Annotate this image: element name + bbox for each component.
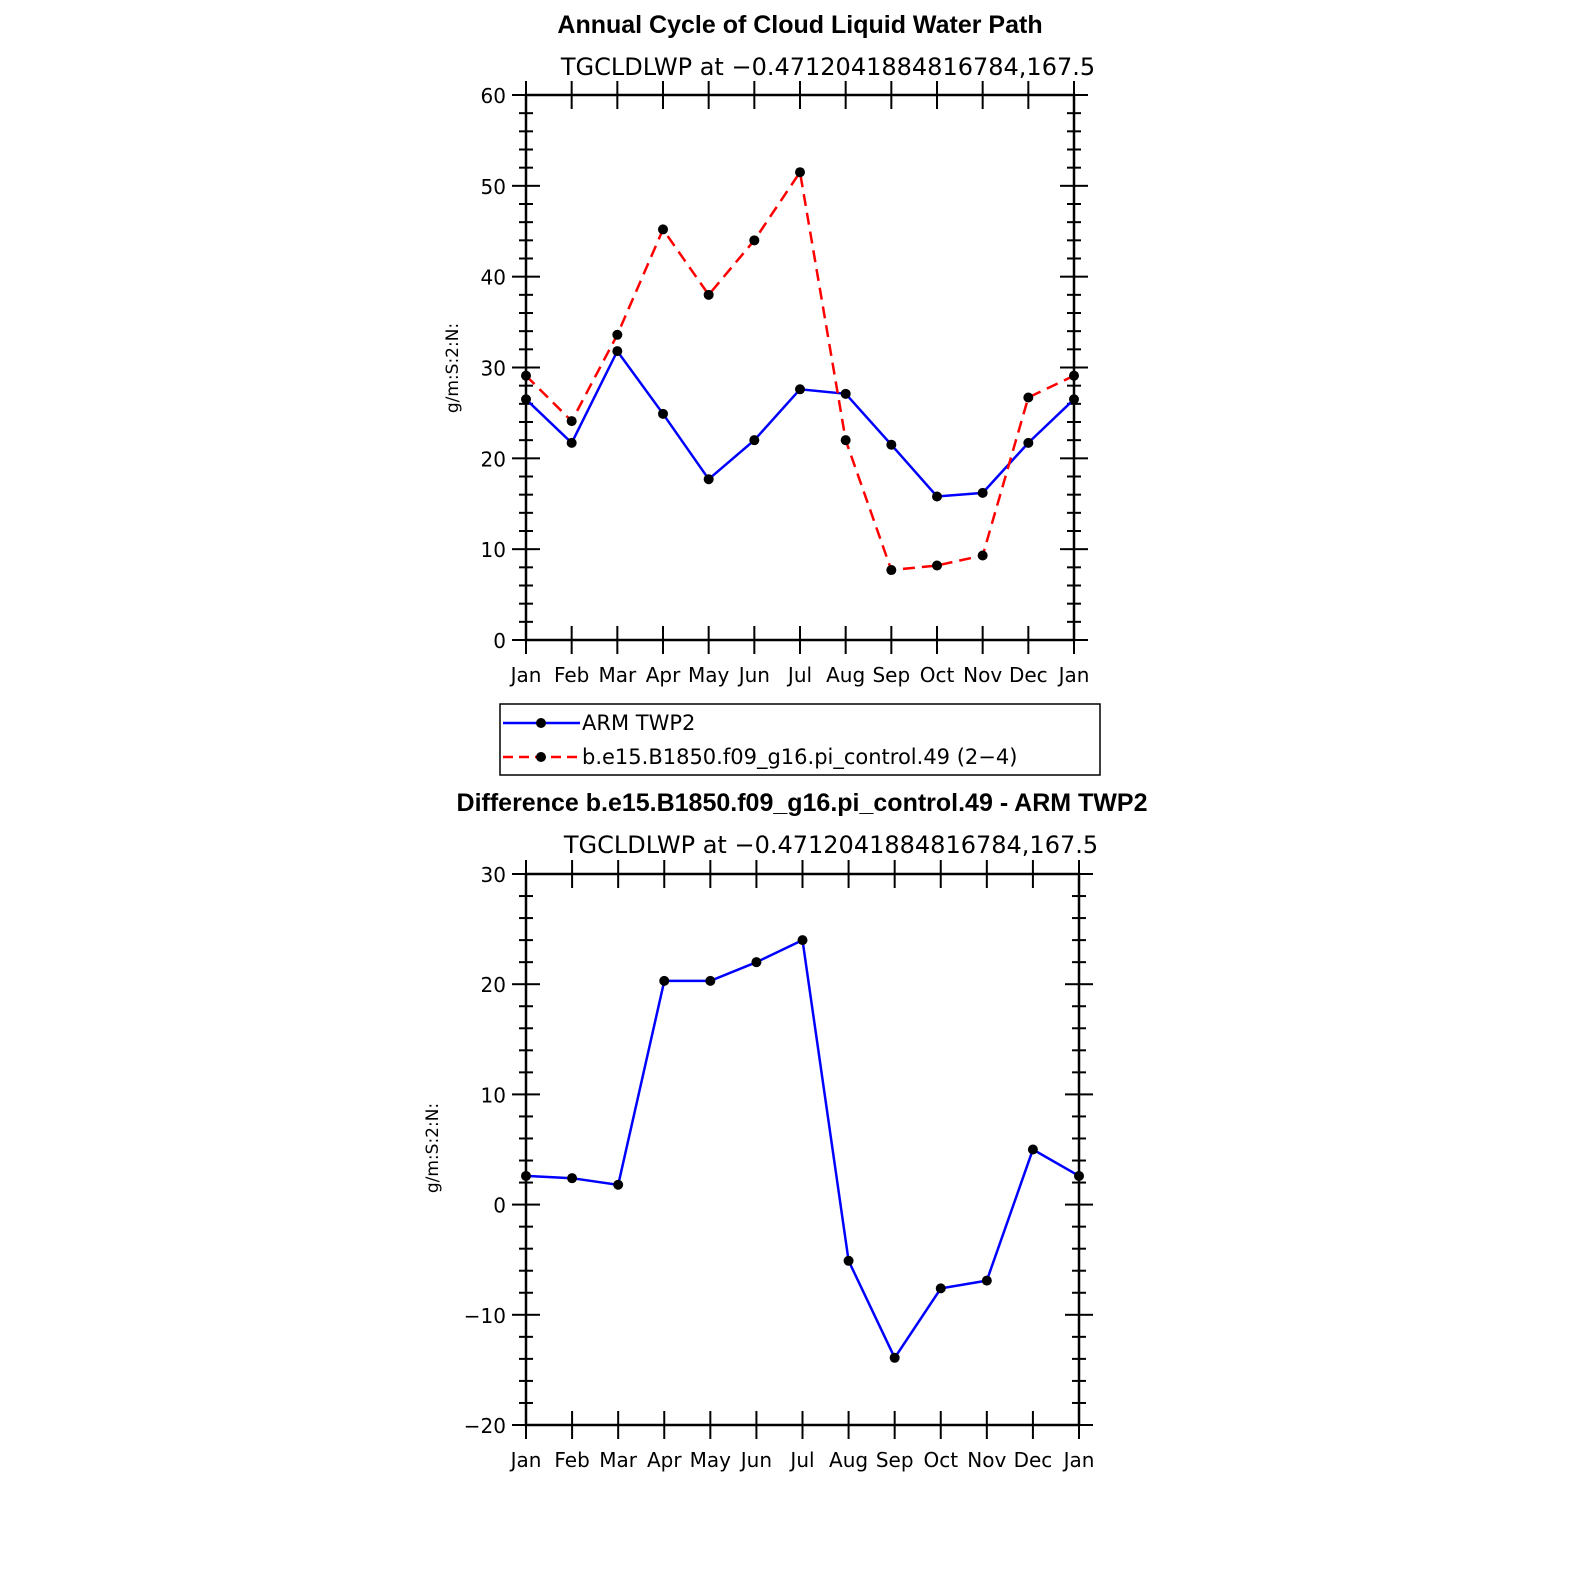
chart1-series-0-point: [977, 487, 988, 498]
chart2-y-axis-label: g/m:S:2:N:: [423, 1103, 443, 1193]
chart2-x-tick-label: Jan: [1062, 1448, 1095, 1472]
chart1-x-tick-label: Sep: [872, 663, 910, 687]
chart2-x-tick-label: Sep: [876, 1448, 914, 1472]
chart1-series-1-point: [658, 224, 668, 235]
chart1-y-tick-label: 0: [493, 629, 506, 653]
chart1-x-tick-label: Jan: [509, 663, 542, 687]
chart1-x-tick-label: Feb: [554, 663, 589, 687]
chart2-series-0-point: [567, 1173, 578, 1184]
legend-label-model: b.e15.B1850.f09_g16.pi_control.49 (2−4): [582, 745, 1017, 770]
chart1-series-1-point: [749, 235, 760, 246]
chart1-series-1-point: [795, 167, 805, 178]
chart1-x-tick-label: Jan: [1057, 663, 1090, 687]
chart2-series-0-point: [889, 1352, 900, 1363]
chart1-series-0-line: [525, 348, 1075, 498]
chart1-y-axis-label: g/m:S:2:N:: [443, 323, 463, 413]
chart1-series-0-point: [840, 388, 851, 399]
chart1-series-1-point: [977, 550, 988, 561]
chart1-series-1-point: [1069, 370, 1079, 381]
chart2-x-tick-label: Jul: [788, 1448, 814, 1472]
chart2-series-0-point: [843, 1255, 854, 1266]
chart1-series-1-point: [932, 560, 942, 571]
chart1-series-0-point: [749, 435, 760, 446]
chart2-x-tick-label: Jan: [509, 1448, 542, 1472]
chart2-x-tick-label: Aug: [829, 1448, 868, 1472]
chart1-series-1-point: [521, 370, 531, 381]
legend-marker-arm: [536, 718, 546, 728]
chart2-series-0-point: [1027, 1144, 1038, 1155]
chart2-series-0-point: [613, 1179, 624, 1190]
chart1-series-0-point: [658, 408, 668, 419]
chart1-y-tick-label: 50: [481, 175, 506, 199]
chart2-series-0-point: [659, 975, 670, 986]
chart2-y-tick-label: 20: [481, 973, 506, 997]
chart1-y-tick-label: 40: [481, 266, 506, 290]
chart1-series-0-point: [703, 474, 714, 485]
chart1-x-tick-label: Nov: [963, 663, 1002, 687]
chart1-series-0-point: [521, 394, 531, 405]
legend-box: [499, 703, 1101, 776]
chart1-series-0-point: [612, 346, 623, 357]
chart2-frame: [524, 872, 1081, 1427]
chart1-x-tick-label: Oct: [920, 663, 955, 687]
chart1-plot: 0 10 20 30 40 50 60 Jan Feb Mar Apr May Jun Jul Aug Sep…: [481, 81, 1090, 687]
chart1-subtitle: TGCLDLWP at −0.4712041884816784,167.5: [560, 53, 1095, 81]
chart2-series-0-point: [521, 1170, 531, 1181]
chart2-series-0-point: [751, 957, 762, 968]
chart2-series-0-point: [935, 1283, 946, 1294]
chart1-series-0-point: [1069, 394, 1079, 405]
chart1-y-tick-label: 60: [481, 84, 506, 108]
chart1-series-0-point: [932, 491, 942, 502]
chart1-series-1-point: [612, 329, 623, 340]
chart1-series-0-point: [566, 437, 577, 448]
chart2-x-tick-label: May: [690, 1448, 732, 1472]
chart1-y-tick-label: 30: [481, 357, 506, 381]
chart1-y-tick-label: 20: [481, 447, 506, 471]
chart2-y-tick-label: −20: [464, 1414, 506, 1438]
chart2-x-tick-label: Apr: [647, 1448, 682, 1472]
chart1-title: Annual Cycle of Cloud Liquid Water Path: [557, 11, 1042, 39]
chart2-x-tick-label: Dec: [1014, 1448, 1053, 1472]
chart1-x-tick-label: May: [688, 663, 730, 687]
chart2-y-tick-label: 0: [493, 1194, 506, 1218]
chart2-y-tick-label: 30: [481, 863, 506, 887]
chart2-x-tick-label: Jun: [739, 1448, 772, 1472]
chart1-x-tick-label: Dec: [1009, 663, 1048, 687]
chart2-y-tick-label: −10: [464, 1304, 506, 1328]
chart2-y-tick-label: 10: [481, 1083, 506, 1107]
chart1-x-tick-label: Jul: [786, 663, 812, 687]
legend-marker-model: [536, 752, 546, 762]
chart2-subtitle: TGCLDLWP at −0.4712041884816784,167.5: [563, 831, 1098, 859]
chart2-series-0-line: [525, 938, 1080, 1361]
chart2-x-tick-label: Feb: [554, 1448, 589, 1472]
legend: ARM TWP2 b.e15.B1850.f09_g16.pi_control.…: [499, 703, 1101, 776]
chart1-series-1-point: [886, 565, 897, 576]
chart1-series-0-point: [886, 439, 897, 450]
legend-label-arm: ARM TWP2: [582, 711, 695, 735]
chart1-x-tick-label: Apr: [646, 663, 681, 687]
chart2-x-tick-label: Mar: [599, 1448, 638, 1472]
chart2-x-tick-label: Nov: [967, 1448, 1006, 1472]
chart2-series-0-point: [981, 1275, 992, 1286]
chart2-plot: −20 −10 0 10 20 30 Jan Feb Mar Apr May Jun Jul Aug Sep…: [464, 860, 1095, 1472]
chart2-series-0-point: [705, 975, 716, 986]
chart1-x-tick-label: Aug: [826, 663, 865, 687]
chart2-series-0-point: [797, 935, 808, 946]
chart1-series-1-point: [840, 435, 851, 446]
chart1-series-1-point: [566, 416, 577, 427]
chart1-series-0-point: [795, 384, 805, 395]
chart1-y-tick-label: 10: [481, 538, 506, 562]
chart2-series-0-point: [1074, 1170, 1084, 1181]
chart1-series-0-point: [1023, 437, 1034, 448]
chart2-x-tick-label: Oct: [923, 1448, 958, 1472]
chart1-series-1-point: [1023, 392, 1034, 403]
chart1-x-tick-label: Mar: [598, 663, 637, 687]
chart1-series-1-point: [703, 289, 714, 300]
chart2-title: Difference b.e15.B1850.f09_g16.pi_contro…: [457, 789, 1148, 817]
chart1-x-tick-label: Jun: [737, 663, 770, 687]
